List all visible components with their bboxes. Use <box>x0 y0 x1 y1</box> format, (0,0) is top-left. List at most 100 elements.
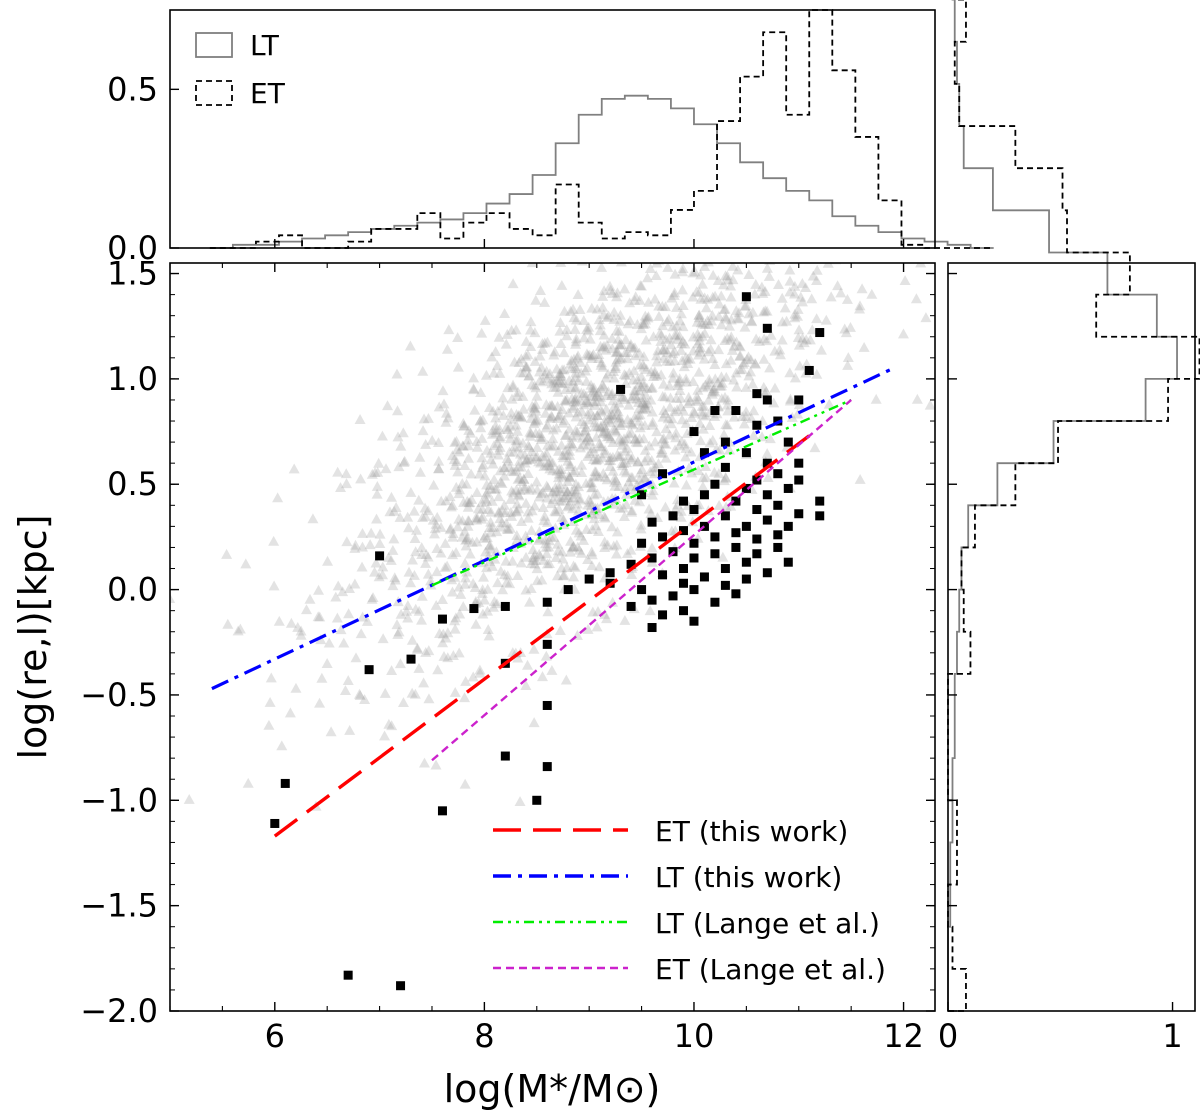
lt-triangle-point <box>457 601 469 611</box>
lt-triangle-point <box>796 332 808 343</box>
lt-triangle-point <box>637 319 649 330</box>
lt-triangle-point <box>535 361 547 372</box>
lt-triangle-point <box>482 583 494 594</box>
lt-triangle-point <box>478 594 490 605</box>
lt-triangle-point <box>625 393 637 404</box>
lt-triangle-point <box>692 465 704 476</box>
lt-triangle-point <box>677 266 689 277</box>
lt-triangle-point <box>398 457 410 467</box>
lt-triangle-point <box>482 503 494 514</box>
lt-triangle-point <box>476 432 488 443</box>
lt-triangle-point <box>523 441 535 452</box>
lt-triangle-point <box>452 521 464 532</box>
lt-triangle-point <box>546 374 558 385</box>
lt-triangle-point <box>369 467 381 477</box>
lt-triangle-point <box>697 472 709 483</box>
lt-triangle-point <box>512 411 524 421</box>
lt-triangle-point <box>542 419 554 430</box>
lt-triangle-point <box>386 720 398 731</box>
lt-triangle-point <box>568 484 580 494</box>
lt-triangle-point <box>692 338 704 349</box>
lt-triangle-point <box>543 535 555 546</box>
lt-triangle-point <box>452 361 464 372</box>
lt-triangle-point <box>700 461 712 471</box>
lt-triangle-point <box>611 449 623 460</box>
lt-triangle-point <box>570 363 582 374</box>
lt-triangle-point <box>332 580 344 591</box>
et-square-point <box>647 553 657 563</box>
lt-triangle-point <box>724 245 735 255</box>
lt-triangle-point <box>718 429 730 440</box>
lt-triangle-point <box>527 552 539 563</box>
lt-triangle-point <box>651 426 663 437</box>
lt-triangle-point <box>467 577 479 588</box>
lt-triangle-point <box>601 428 613 439</box>
lt-triangle-point <box>453 647 465 658</box>
lt-triangle-point <box>499 569 511 579</box>
lt-triangle-point <box>522 468 534 478</box>
lt-triangle-point <box>781 315 793 326</box>
top-legend-label: ET <box>250 77 286 110</box>
lt-triangle-point <box>854 473 866 484</box>
lt-triangle-point <box>703 318 715 329</box>
lt-triangle-point <box>567 376 579 387</box>
lt-triangle-point <box>575 387 587 398</box>
lt-triangle-point <box>599 536 611 547</box>
legend-label: ET (this work) <box>655 815 848 848</box>
lt-triangle-point <box>618 511 630 522</box>
lt-triangle-point <box>570 411 582 422</box>
lt-triangle-point <box>570 333 582 344</box>
lt-triangle-point <box>395 440 407 451</box>
lt-triangle-point <box>292 622 304 632</box>
lt-triangle-point <box>371 488 383 499</box>
lt-triangle-point <box>764 210 775 220</box>
lt-triangle-point <box>606 408 618 419</box>
lt-triangle-point <box>587 606 599 617</box>
et-square-point <box>469 604 479 614</box>
lt-triangle-point <box>392 431 404 442</box>
lt-triangle-point <box>507 278 519 289</box>
lt-triangle-point <box>438 398 450 409</box>
lt-triangle-point <box>541 336 553 347</box>
lt-triangle-point <box>467 671 479 682</box>
lt-triangle-point <box>856 283 868 294</box>
lt-triangle-point <box>721 219 732 229</box>
lt-triangle-point <box>672 377 684 388</box>
lt-triangle-point <box>484 522 496 532</box>
lt-triangle-point <box>674 440 686 451</box>
lt-triangle-point <box>680 376 692 387</box>
et-square-point <box>699 448 709 458</box>
lt-triangle-point <box>695 317 707 328</box>
lt-triangle-point <box>652 247 663 257</box>
et-square-point <box>804 365 814 375</box>
lt-triangle-point <box>452 466 464 477</box>
lt-triangle-point <box>551 570 563 581</box>
lt-triangle-point <box>450 547 462 557</box>
lt-triangle-point <box>284 707 296 718</box>
et-square-point <box>626 601 636 611</box>
lt-triangle-point <box>741 353 753 364</box>
lt-triangle-point <box>671 499 683 510</box>
lt-triangle-point <box>591 389 603 400</box>
lt-triangle-point <box>632 456 644 467</box>
lt-triangle-point <box>601 474 613 485</box>
lt-triangle-point <box>570 392 582 403</box>
lt-triangle-point <box>430 518 442 529</box>
lt-triangle-point <box>722 274 734 285</box>
lt-triangle-point <box>852 190 863 200</box>
lt-triangle-point <box>647 416 659 427</box>
lt-triangle-point <box>635 323 647 334</box>
lt-triangle-point <box>566 438 578 449</box>
lt-triangle-point <box>422 413 434 423</box>
lt-triangle-point <box>758 353 770 364</box>
lt-triangle-point <box>431 543 443 553</box>
lt-triangle-point <box>325 726 337 737</box>
lt-triangle-point <box>621 548 633 559</box>
et-square-point <box>794 458 804 468</box>
lt-triangle-point <box>356 541 368 552</box>
lt-triangle-point <box>573 481 585 492</box>
lt-triangle-point <box>604 461 616 472</box>
lt-triangle-point <box>395 608 407 619</box>
lt-triangle-point <box>340 468 352 479</box>
lt-triangle-point <box>789 280 801 291</box>
